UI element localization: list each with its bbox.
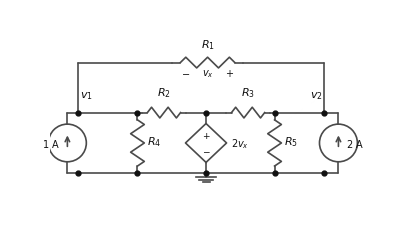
Text: $R_4$: $R_4$ — [146, 135, 161, 149]
Text: $+$: $+$ — [224, 68, 233, 79]
Text: $R_5$: $R_5$ — [283, 135, 297, 149]
Text: $v_1$: $v_1$ — [80, 90, 93, 102]
Text: $R_3$: $R_3$ — [241, 86, 255, 100]
Text: $-$: $-$ — [181, 68, 190, 78]
Text: $2v_x$: $2v_x$ — [231, 137, 249, 150]
Text: $1\ \mathrm{A}$: $1\ \mathrm{A}$ — [42, 137, 59, 149]
Text: $v_x$: $v_x$ — [201, 68, 213, 79]
Text: $2\ \mathrm{A}$: $2\ \mathrm{A}$ — [345, 137, 363, 149]
Text: $v_2$: $v_2$ — [309, 90, 322, 102]
Text: $R_1$: $R_1$ — [200, 38, 214, 52]
Text: $R_2$: $R_2$ — [157, 86, 170, 100]
Text: −: − — [202, 146, 209, 155]
Text: +: + — [202, 131, 209, 140]
